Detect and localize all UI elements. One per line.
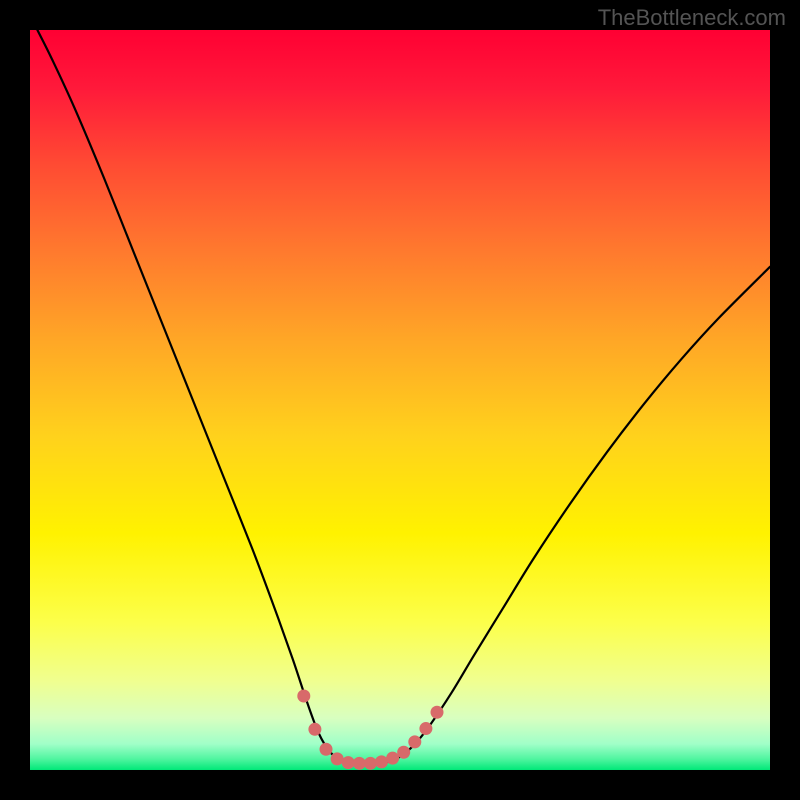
- marker-dot: [397, 746, 410, 759]
- marker-dot: [386, 752, 399, 765]
- marker-dot: [375, 755, 388, 768]
- marker-dot: [353, 757, 366, 770]
- marker-dot: [364, 757, 377, 770]
- marker-dot: [297, 690, 310, 703]
- plot-svg: [30, 30, 770, 770]
- marker-dot: [331, 752, 344, 765]
- optimal-range-markers: [297, 690, 443, 770]
- watermark-text: TheBottleneck.com: [598, 5, 786, 31]
- plot-area: [30, 30, 770, 770]
- marker-dot: [408, 735, 421, 748]
- marker-dot: [419, 722, 432, 735]
- marker-dot: [431, 706, 444, 719]
- marker-dot: [342, 756, 355, 769]
- bottleneck-curve: [37, 30, 770, 764]
- marker-dot: [308, 723, 321, 736]
- figure-outer: TheBottleneck.com: [0, 0, 800, 800]
- marker-dot: [320, 743, 333, 756]
